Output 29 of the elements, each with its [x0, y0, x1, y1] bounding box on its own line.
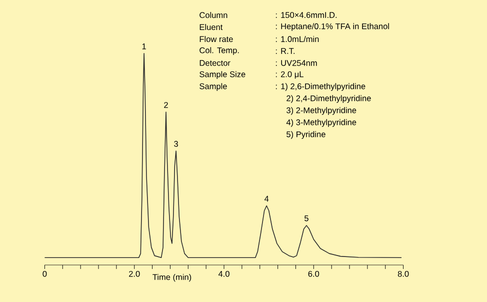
x-tick-label: 6.0 [308, 270, 320, 277]
x-tick-label: 0 [42, 270, 47, 277]
x-tick-label: 8.0 [398, 270, 409, 277]
annotation: : 1) 2,6-Dimethylpyridine [276, 83, 366, 91]
text: : 150×4.6mmI.D. [276, 12, 337, 18]
annotation: 3) 2-Methylpyridine [286, 107, 356, 115]
text: Column [200, 12, 228, 18]
text: Flow rate [200, 36, 233, 42]
x-axis-title: Time (min) [152, 274, 192, 282]
x-tick-label: 2.0 [129, 270, 140, 277]
annotation: 1 [142, 44, 146, 50]
text: : 1.0mL/min [276, 36, 319, 42]
annotation: 3 [174, 140, 178, 147]
annotation: 2) 2,4-Dimethylpyridine [286, 95, 371, 103]
annotation: Col. Temp. [200, 47, 239, 55]
annotation: : R.T. [276, 48, 295, 54]
annotation: 4 [264, 196, 269, 202]
annotation: Sample [200, 83, 227, 91]
annotation: : UV254nm [276, 60, 317, 66]
annotation: 5) Pyridine [286, 131, 326, 139]
text: : Heptane/0.1% TFA in Ethanol [276, 23, 389, 31]
annotation: : 2.0 μL [276, 71, 304, 79]
annotation: Sample Size [200, 71, 246, 79]
annotation: Detector [200, 60, 230, 66]
annotation: 2 [164, 102, 168, 108]
x-tick-label: 4.0 [218, 270, 230, 277]
text: Eluent [200, 24, 223, 30]
annotation: 5 [304, 215, 308, 222]
annotation: 4) 3-Methylpyridine [286, 119, 356, 127]
